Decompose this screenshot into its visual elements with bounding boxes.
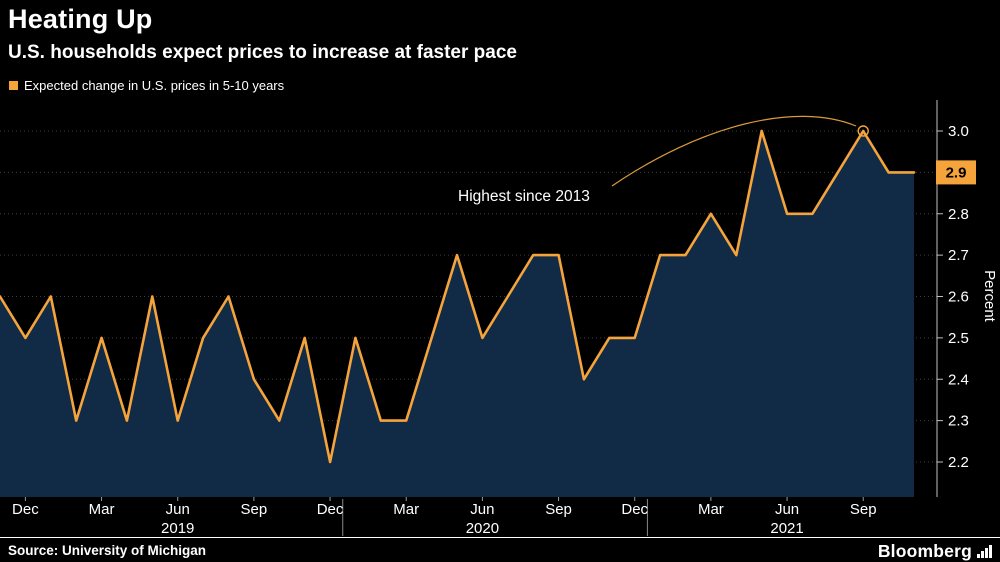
x-tick-label: Dec: [621, 501, 648, 518]
x-tick-label: Mar: [393, 501, 419, 518]
page-title: Heating Up: [8, 4, 153, 34]
y-tick-label: 3.0: [948, 123, 969, 140]
legend-swatch-icon: [9, 81, 18, 90]
bloomberg-logo: Bloomberg: [878, 541, 992, 562]
peak-marker-icon: [857, 125, 869, 137]
y-tick-label: 2.8: [948, 206, 969, 223]
series-line: [0, 129, 916, 464]
chart-plot: 2.2 2.3 2.4 2.5 2.6 2.7 2.8 2.9 3.0 Dec Mar Jun Sep D…: [0, 100, 969, 537]
year-label: 2020: [466, 520, 499, 537]
x-tick-label: Sep: [241, 501, 268, 518]
badge-value: 2.9: [946, 164, 967, 181]
y-axis-title: Percent: [981, 270, 998, 323]
x-tick-label: Sep: [850, 501, 877, 518]
badge-background: [936, 160, 976, 185]
series-area: [0, 131, 914, 497]
x-tick-label: Mar: [698, 501, 724, 518]
x-tick-label: Mar: [89, 501, 115, 518]
bloomberg-wordmark: Bloomberg: [877, 541, 972, 561]
legend: Expected change in U.S. prices in 5-10 y…: [9, 78, 284, 93]
y-tick-label: 2.6: [948, 289, 969, 306]
year-label: 2021: [770, 520, 803, 537]
year-label: 2019: [161, 520, 194, 537]
source-label: Source: University of Michigan: [8, 543, 207, 558]
x-tick-label: Jun: [470, 501, 494, 518]
x-tick-label: Dec: [317, 501, 344, 518]
x-tick-label: Sep: [545, 501, 572, 518]
y-tick-label: 2.2: [948, 454, 969, 471]
y-tick-label: 2.3: [948, 413, 969, 430]
annotation-label: Highest since 2013: [458, 188, 590, 205]
x-tick-label: Dec: [12, 501, 39, 518]
page-subtitle: U.S. households expect prices to increas…: [8, 42, 517, 63]
chart-header: Heating Up U.S. households expect prices…: [8, 2, 517, 64]
bloomberg-bars-icon: [977, 545, 992, 558]
x-tick-label: Jun: [775, 501, 799, 518]
y-tick-label: 2.7: [948, 247, 969, 264]
x-tick-label: Jun: [166, 501, 190, 518]
y-tick-label: 2.5: [948, 330, 969, 347]
annotation-arrow: [611, 115, 857, 187]
y-tick-label: 2.4: [948, 371, 969, 388]
last-value-badge: 2.9: [936, 160, 976, 185]
legend-label: Expected change in U.S. prices in 5-10 y…: [24, 78, 285, 93]
